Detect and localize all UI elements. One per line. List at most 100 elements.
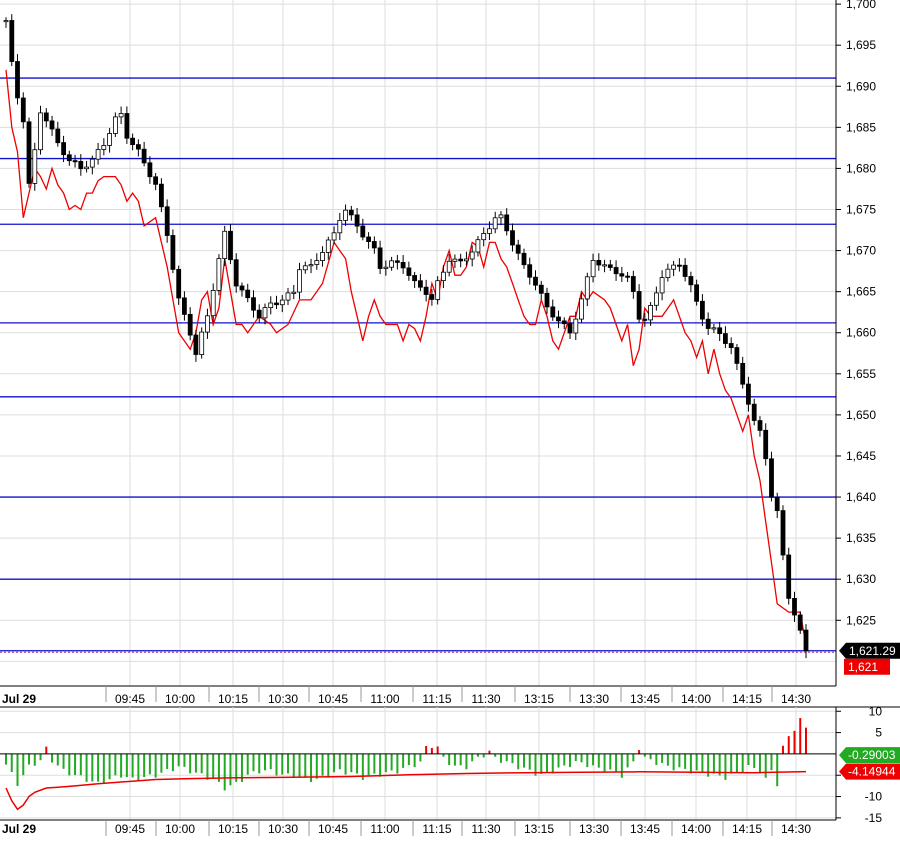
candle-body [337, 219, 343, 234]
candle [642, 312, 648, 327]
time-tick-label: 13:15 [524, 692, 554, 706]
osc-time-tick-label: 14:15 [732, 822, 762, 836]
candle [130, 133, 136, 151]
candle-body [510, 230, 515, 246]
candle-body [343, 209, 349, 221]
candle [3, 17, 9, 28]
candle [440, 265, 446, 289]
candle [124, 106, 130, 144]
price-tick-label: 1,680 [846, 161, 876, 175]
price-tick-label: 1,685 [846, 120, 876, 134]
candle [406, 261, 412, 281]
candle-body [389, 260, 395, 268]
candle [654, 286, 659, 311]
time-tick-label: 13:30 [579, 692, 609, 706]
candle [187, 307, 193, 341]
candle-body [371, 241, 377, 249]
candle [158, 178, 164, 213]
candle [170, 229, 176, 274]
candle-body [521, 252, 527, 266]
secondary-price-badge: 1,621 [844, 658, 890, 675]
candle [84, 160, 89, 173]
candle [400, 255, 406, 274]
candle-body [700, 300, 705, 320]
candle-body [164, 206, 170, 236]
candle-body [677, 264, 682, 267]
candle-body [619, 273, 625, 277]
price-badge-shape [839, 642, 900, 659]
candle [769, 451, 774, 502]
candle-body [550, 306, 556, 318]
candle-body [153, 176, 159, 185]
candle [331, 226, 337, 244]
candle [274, 295, 279, 309]
candle [320, 246, 325, 267]
candle-body [682, 264, 688, 277]
candle-body [440, 271, 446, 282]
candle-body [740, 362, 746, 385]
time-tick-label: 10:30 [268, 692, 298, 706]
candle-body [792, 598, 797, 616]
candle [147, 156, 153, 184]
candle-body [544, 292, 550, 308]
candle-body [383, 266, 389, 269]
candle [348, 205, 354, 221]
candle-body [498, 214, 504, 219]
candle-body [268, 302, 274, 308]
candle-body [377, 247, 383, 269]
candle [556, 310, 561, 329]
candle [602, 259, 607, 273]
candle [792, 591, 797, 622]
candle [394, 254, 400, 270]
candle-body [573, 318, 579, 334]
time-tick-label: 09:45 [115, 692, 145, 706]
candle-body [308, 264, 314, 267]
candle-body [734, 347, 740, 364]
candle-body [757, 420, 763, 431]
candle-body [487, 228, 492, 234]
candle [101, 138, 107, 156]
time-tick-label: 10:45 [318, 692, 348, 706]
candle-body [642, 318, 648, 321]
candle-body [602, 264, 607, 267]
candle-body [492, 217, 498, 230]
price-tick-label: 1,630 [846, 572, 876, 586]
candle-body [717, 327, 723, 334]
candle [239, 282, 245, 297]
candle [446, 254, 452, 277]
candle [343, 204, 349, 226]
candle-body [20, 97, 26, 123]
candle [216, 254, 222, 296]
candle [774, 492, 780, 518]
candle [135, 139, 141, 157]
candle-body [187, 313, 193, 336]
candle-body [26, 121, 32, 184]
candle-body [556, 316, 561, 322]
candle [671, 260, 676, 277]
candle [20, 92, 26, 129]
candle-body [659, 277, 665, 294]
price-tick-label: 1,655 [846, 367, 876, 381]
candle-body [412, 275, 418, 282]
candle-body [55, 128, 61, 144]
price-tick-label: 1,640 [846, 490, 876, 504]
candle-body [49, 120, 55, 130]
candle-body [481, 232, 487, 241]
candle [308, 258, 314, 274]
candle [153, 173, 159, 191]
candle-body [302, 265, 308, 271]
osc-tick-label: 5 [875, 726, 882, 740]
signal-line [5, 770, 807, 811]
candle [337, 213, 343, 241]
price-tick-label: 1,645 [846, 449, 876, 463]
candle [567, 317, 573, 340]
osc-time-tick-label: 13:30 [579, 822, 609, 836]
candle-body [130, 137, 136, 145]
candle-body [746, 383, 751, 405]
candle-body [366, 236, 372, 242]
candle-body [233, 259, 239, 287]
price-tick-label: 1,675 [846, 202, 876, 216]
